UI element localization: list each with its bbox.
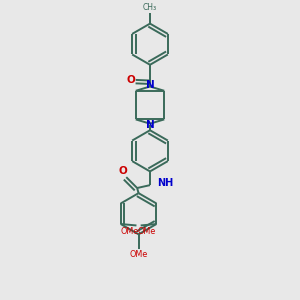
Text: OMe: OMe (129, 250, 148, 259)
Text: N: N (146, 80, 154, 90)
Text: N: N (146, 119, 154, 130)
Text: CH₃: CH₃ (143, 3, 157, 12)
Text: OMe: OMe (121, 226, 139, 236)
Text: O: O (118, 166, 127, 176)
Text: OMe: OMe (138, 226, 156, 236)
Text: O: O (127, 75, 136, 85)
Text: NH: NH (157, 178, 173, 188)
